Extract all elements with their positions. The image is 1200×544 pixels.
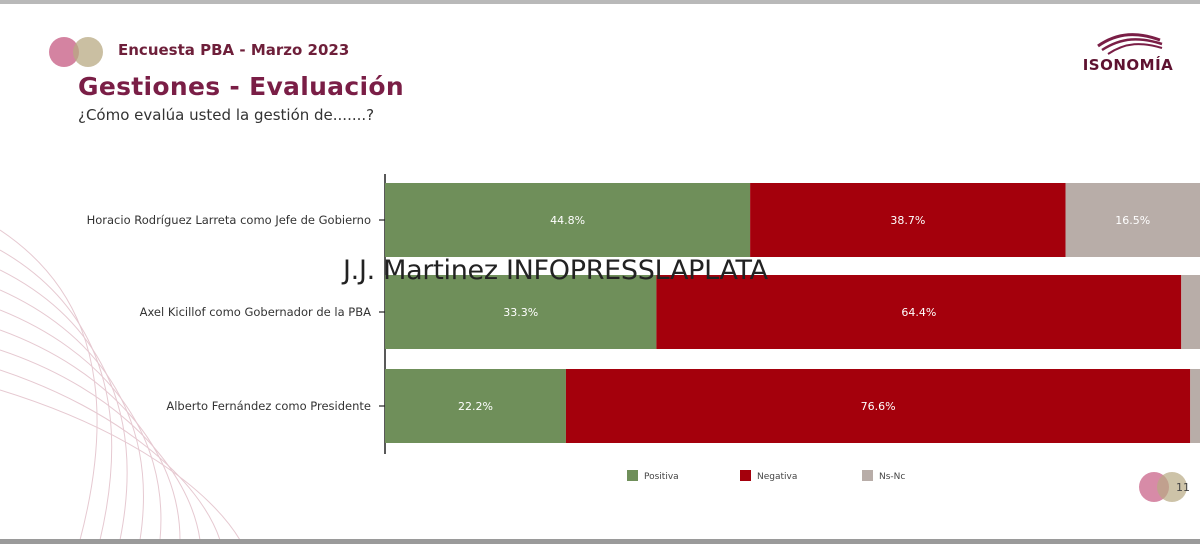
bottom-border [0,539,1200,544]
survey-label: Encuesta PBA - Marzo 2023 [118,41,350,59]
data-label: 22.2% [458,400,493,413]
data-label: 64.4% [901,306,936,319]
data-label: 38.7% [890,214,925,227]
bar-segment [385,369,566,443]
data-label: 44.8% [550,214,585,227]
brand-logo: ISONOMÍA [1068,28,1188,76]
legend-label: Negativa [757,472,797,482]
stacked-bar-chart: Horacio Rodríguez Larreta como Jefe de G… [87,174,1200,482]
survey-question: ¿Cómo evalúa usted la gestión de.......? [78,106,375,124]
top-border [0,0,1200,4]
brand-name: ISONOMÍA [1082,56,1174,74]
bar-segment [385,183,751,257]
page-title: Gestiones - Evaluación [78,72,404,101]
bar-segment [1190,369,1200,443]
page-number: 11 [1176,481,1190,494]
legend-swatch [740,470,751,481]
legend-swatch [862,470,873,481]
bar-segment [750,183,1066,257]
decorative-swirl [0,229,241,540]
watermark-text: J.J. Martinez INFOPRESSLAPLATA [343,255,768,286]
bar-segment [656,275,1182,349]
bar-segment [1181,275,1200,349]
data-label: 76.6% [861,400,896,413]
legend-label: Ns-Nc [879,472,905,482]
data-label: 16.5% [1115,214,1150,227]
bar-segment [385,275,657,349]
page-number-badge: 11 [1139,472,1190,502]
category-label: Axel Kicillof como Gobernador de la PBA [140,305,372,319]
bar-segment [565,369,1191,443]
data-label: 33.3% [503,306,538,319]
brand-swoosh-icon [1097,33,1163,55]
category-label: Alberto Fernández como Presidente [166,399,371,413]
category-label: Horacio Rodríguez Larreta como Jefe de G… [87,213,371,227]
survey-logo-icon [49,37,103,67]
legend-swatch [627,470,638,481]
bar-segment [1065,183,1200,257]
legend-label: Positiva [644,472,679,482]
